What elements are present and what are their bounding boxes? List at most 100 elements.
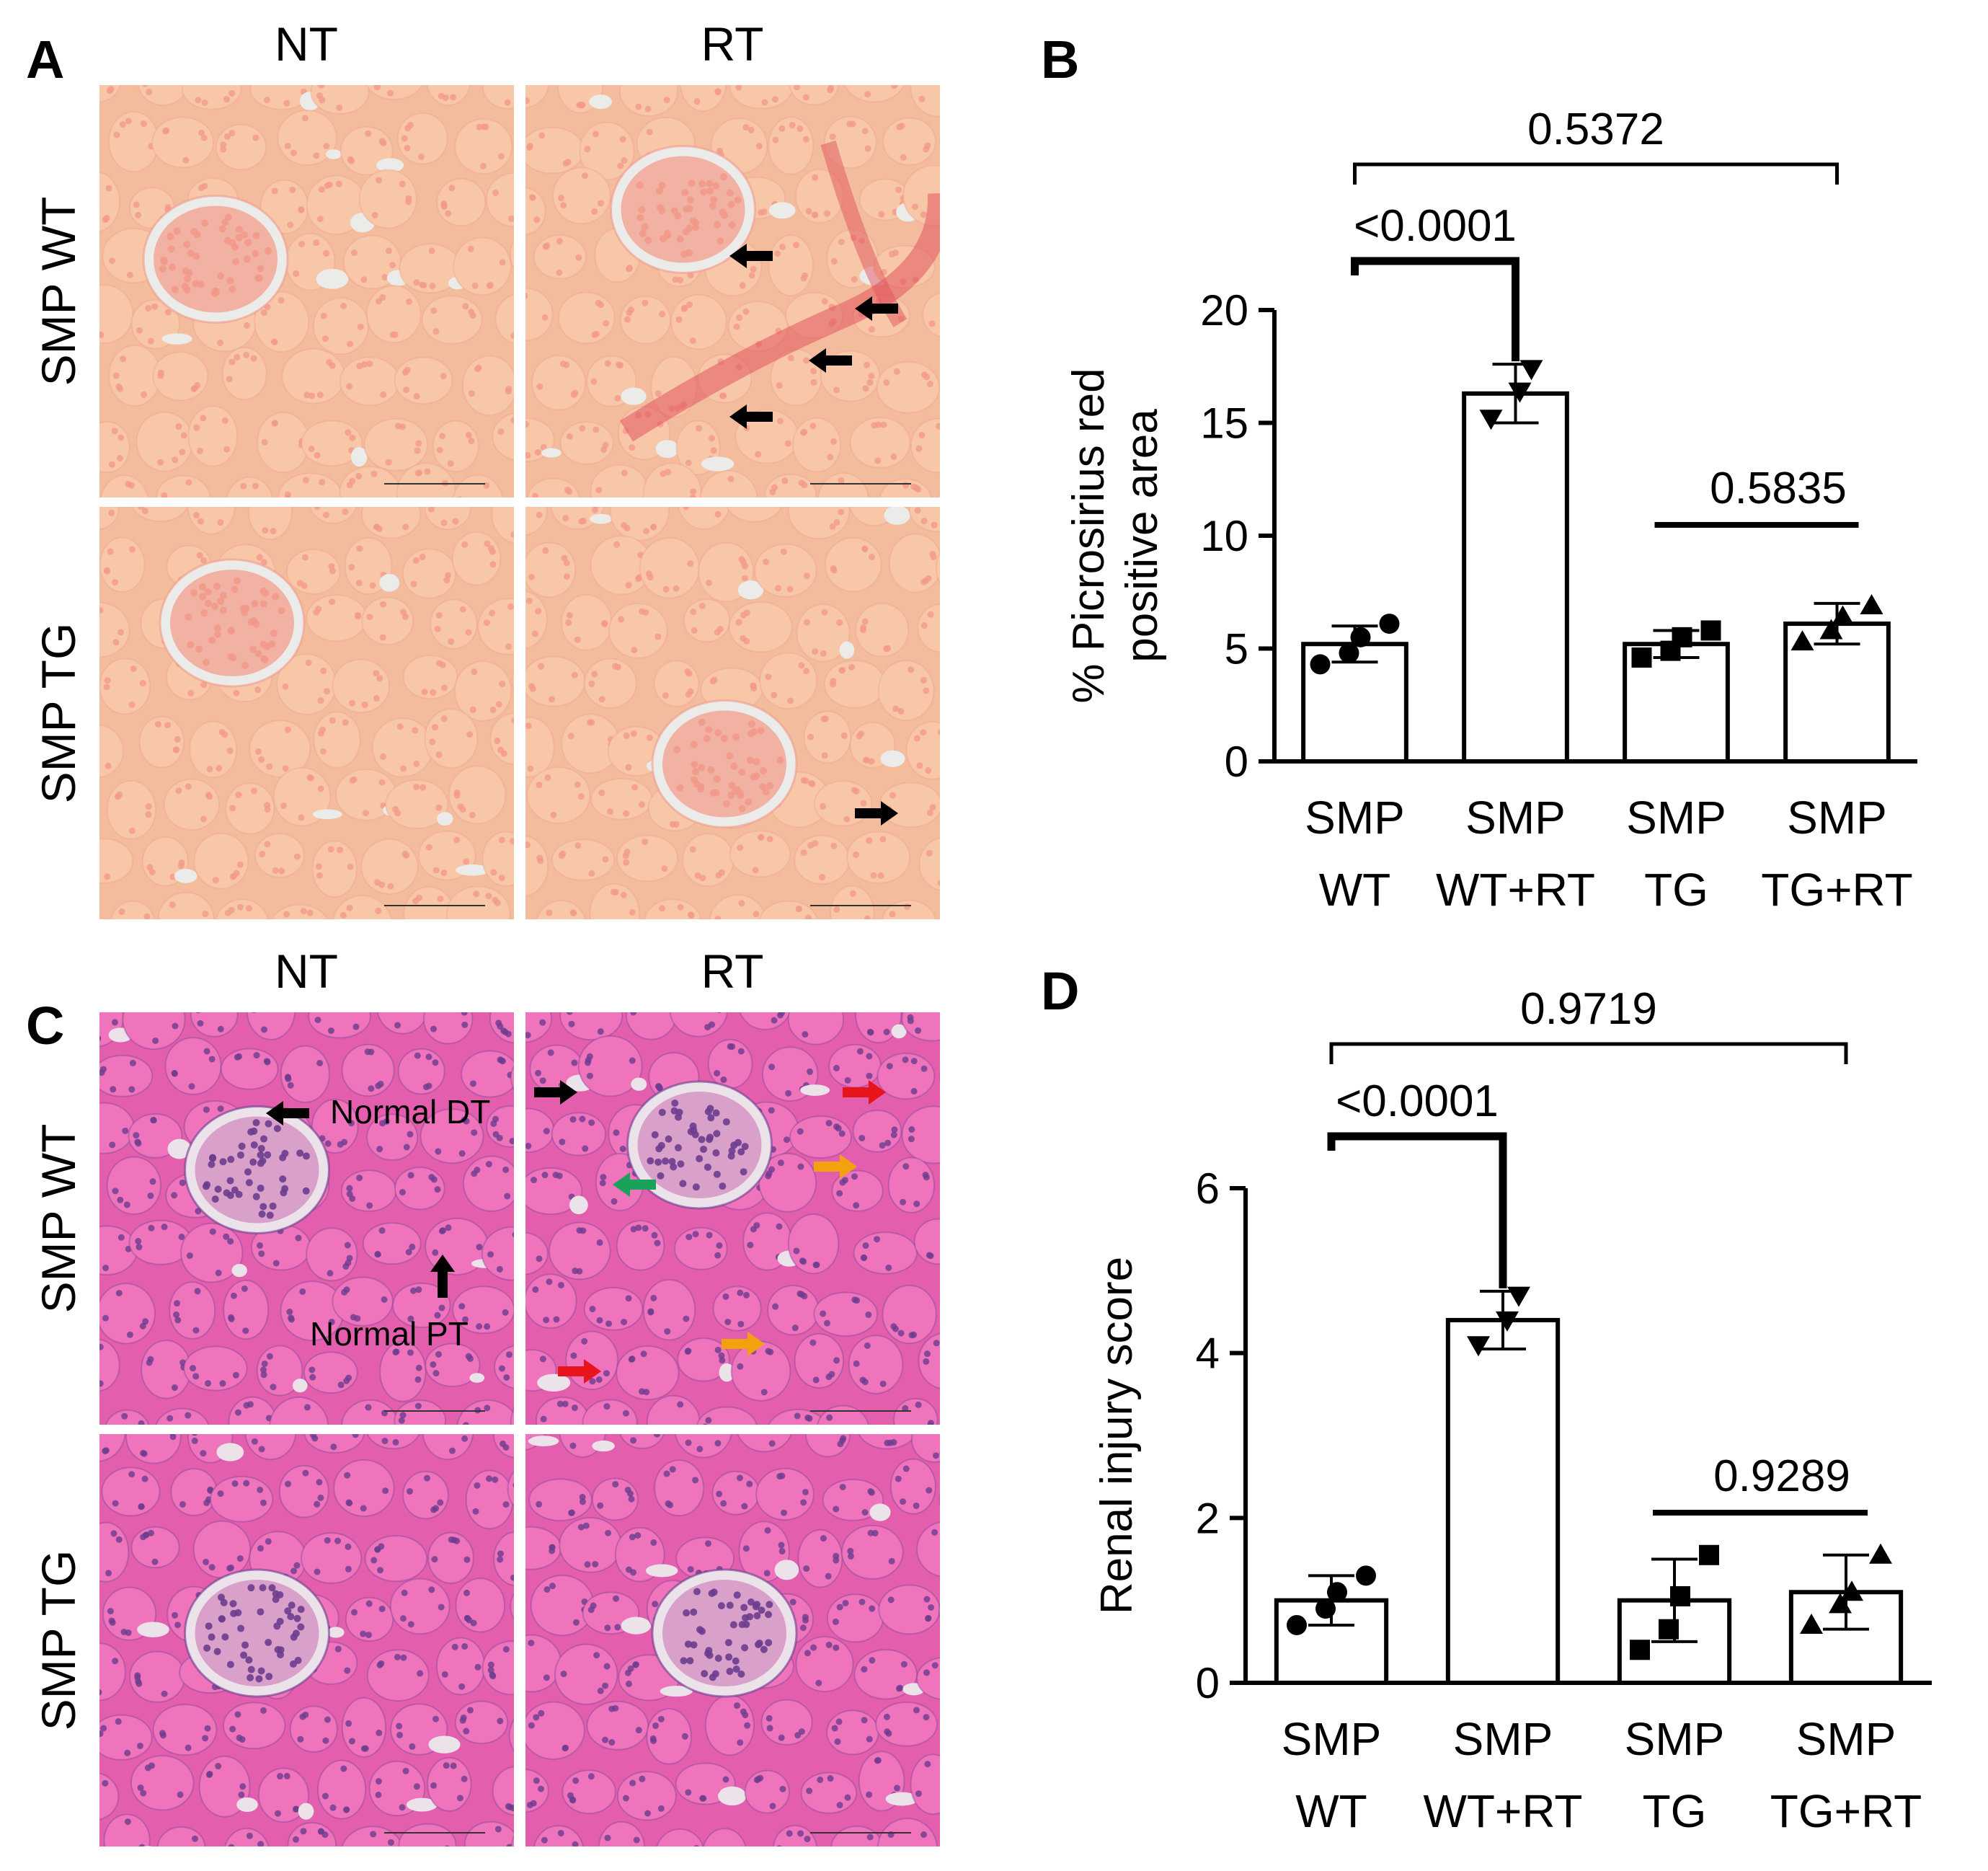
lumen (351, 447, 368, 467)
cell-nucleus (632, 1002, 639, 1009)
cell-nucleus (297, 1606, 305, 1614)
cell-nucleus (306, 937, 312, 944)
cell-nucleus (473, 890, 480, 898)
cell-nucleus (525, 1032, 531, 1039)
cell-nucleus (917, 1863, 923, 1870)
cell-nucleus (802, 1616, 809, 1624)
cell-nucleus (264, 802, 271, 809)
cell-nucleus (376, 1567, 383, 1574)
cell-nucleus (400, 1654, 407, 1661)
tubule (531, 355, 587, 411)
cell-nucleus (589, 1427, 595, 1433)
cell-nucleus (908, 1136, 915, 1143)
cell-nucleus (376, 675, 383, 682)
cell-nucleus (801, 482, 808, 489)
lumen (768, 202, 796, 219)
cell-nucleus (440, 1227, 447, 1234)
cell-nucleus (215, 1763, 222, 1770)
tubule (826, 1709, 879, 1756)
tubule (939, 1071, 940, 1084)
lumen (944, 1792, 963, 1812)
cell-nucleus (546, 1278, 553, 1286)
cell-nucleus (306, 909, 314, 916)
y-tick-label: 0 (1196, 1659, 1220, 1707)
cell-nucleus (134, 1674, 141, 1681)
cell-nucleus (192, 1373, 200, 1380)
cell-nucleus (884, 1852, 890, 1858)
cell-nucleus (378, 881, 386, 888)
cell-nucleus (136, 1244, 143, 1251)
cell-nucleus (793, 1247, 800, 1255)
cell-nucleus (688, 927, 694, 934)
cell-nucleus (221, 731, 228, 738)
cell-nucleus (869, 326, 876, 333)
tubule (482, 831, 514, 887)
tubule (526, 766, 591, 824)
cell-nucleus (949, 1143, 956, 1149)
cell-nucleus (919, 1425, 926, 1432)
lumen (312, 809, 342, 820)
cell-nucleus (401, 850, 409, 857)
cell-nucleus (350, 1609, 358, 1616)
cell-nucleus (923, 1669, 930, 1676)
micrograph-c-wt-rt (525, 1002, 956, 1433)
tubule (789, 85, 840, 106)
cell-nucleus (324, 1716, 331, 1723)
cell-nucleus (276, 1591, 284, 1598)
cell-nucleus (259, 1584, 267, 1592)
cell-nucleus (945, 1773, 951, 1779)
cell-nucleus (458, 496, 463, 497)
cell-nucleus (920, 578, 928, 585)
cell-nucleus (509, 837, 514, 844)
tubule (525, 288, 554, 342)
cell-nucleus (923, 66, 930, 73)
cell-nucleus (73, 1011, 79, 1017)
cell-nucleus (604, 1834, 611, 1841)
cell-nucleus (717, 1602, 725, 1610)
cell-nucleus (591, 208, 598, 215)
tubule (156, 1826, 206, 1846)
cell-nucleus (900, 154, 907, 161)
cell-nucleus (543, 1674, 550, 1681)
cell-nucleus (913, 485, 920, 492)
annotation-normal-dt: Normal DT (330, 1093, 490, 1131)
cell-nucleus (258, 1210, 266, 1218)
cell-nucleus (196, 552, 203, 559)
cell-nucleus (414, 1402, 422, 1410)
cell-nucleus (424, 468, 431, 475)
cell-nucleus (340, 302, 347, 309)
x-tick-label: SMP (1453, 1713, 1553, 1765)
cell-nucleus (257, 1486, 264, 1493)
cell-nucleus (314, 1017, 321, 1024)
cell-nucleus (317, 697, 324, 704)
cell-nucleus (128, 1086, 136, 1093)
p-value-label: <0.0001 (1336, 1076, 1499, 1126)
panel-c-col-label-nt: NT (275, 945, 338, 998)
cell-nucleus (128, 701, 136, 708)
cell-nucleus (226, 1660, 234, 1668)
cell-nucleus (424, 1474, 431, 1482)
cell-nucleus (525, 452, 531, 459)
cell-nucleus (621, 1319, 628, 1326)
cell-nucleus (645, 570, 652, 578)
cell-nucleus (681, 188, 689, 196)
cell-nucleus (575, 254, 582, 261)
tubule (598, 1821, 646, 1846)
cell-nucleus (625, 1295, 632, 1302)
cell-nucleus (802, 1031, 809, 1038)
cell-nucleus (617, 162, 624, 169)
lumen (631, 1077, 647, 1091)
cell-nucleus (91, 1108, 97, 1115)
cell-nucleus (559, 850, 567, 857)
cell-nucleus (193, 424, 200, 431)
cell-nucleus (108, 1617, 115, 1624)
cell-nucleus (706, 1231, 713, 1239)
cell-nucleus (931, 1662, 938, 1669)
cell-nucleus (716, 1242, 723, 1249)
cell-nucleus (365, 1404, 372, 1411)
cell-nucleus (437, 895, 444, 903)
cell-nucleus (800, 275, 807, 282)
cell-nucleus (347, 1856, 354, 1862)
cell-nucleus (885, 1730, 892, 1737)
cell-nucleus (794, 1732, 802, 1739)
